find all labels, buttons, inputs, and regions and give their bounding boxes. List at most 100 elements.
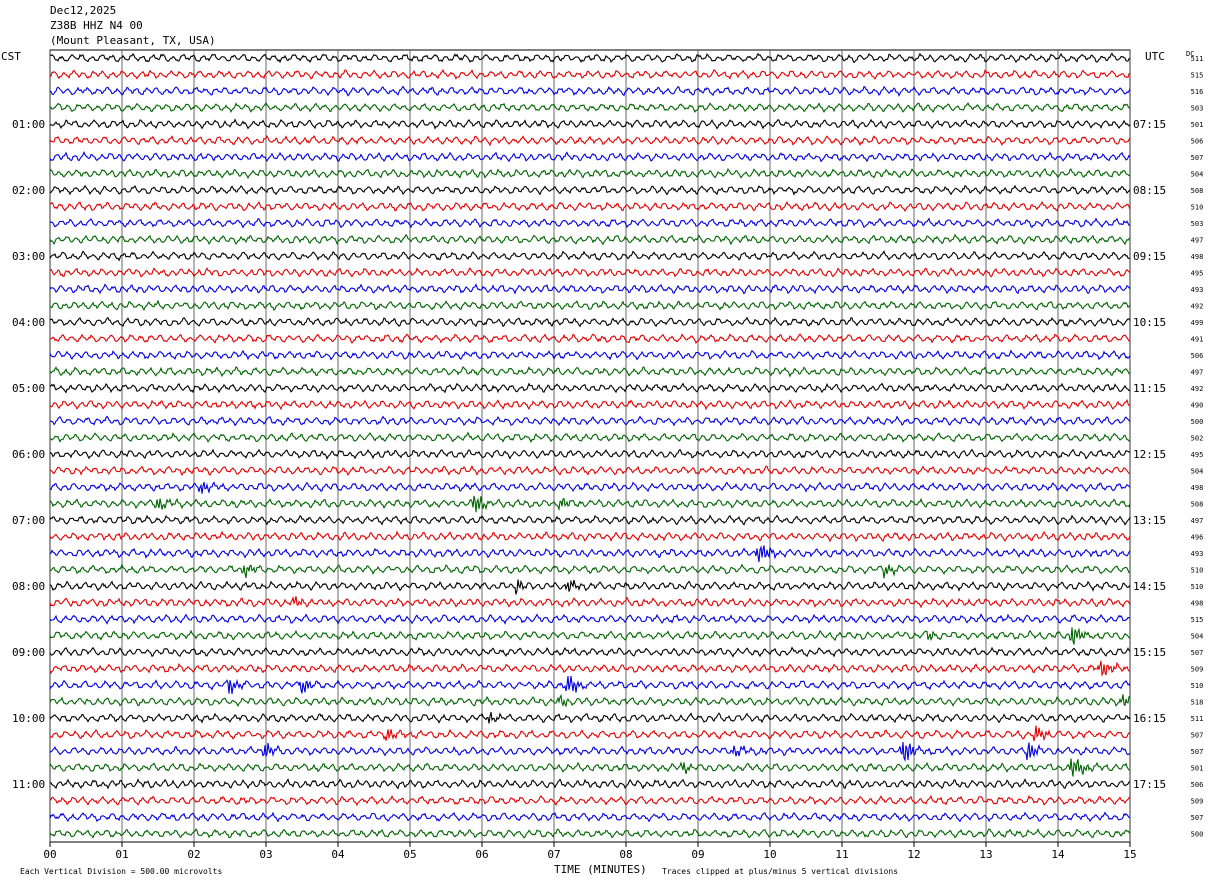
seismic-trace bbox=[49, 579, 1131, 595]
left-hour-label: 02:00 bbox=[12, 184, 45, 197]
right-hour-label: 15:15 bbox=[1133, 646, 1166, 659]
seismic-trace bbox=[49, 431, 1131, 444]
dc-label: DC bbox=[1186, 50, 1195, 58]
seismic-trace bbox=[49, 349, 1131, 361]
seismic-trace bbox=[49, 333, 1131, 345]
dc-offset-label: 507 bbox=[1191, 154, 1204, 162]
dc-offset-label: 510 bbox=[1191, 583, 1204, 591]
seismic-trace bbox=[49, 794, 1131, 807]
dc-offset-label: 501 bbox=[1191, 765, 1204, 773]
seismic-trace bbox=[49, 481, 1131, 495]
x-tick-label: 12 bbox=[907, 848, 920, 861]
seismic-trace bbox=[49, 741, 1131, 762]
dc-offset-label: 511 bbox=[1191, 715, 1204, 723]
station-label: Z38B HHZ N4 00 bbox=[50, 19, 143, 32]
right-hour-label: 10:15 bbox=[1133, 316, 1166, 329]
dc-offset-label: 491 bbox=[1191, 336, 1204, 344]
dc-offset-label: 498 bbox=[1191, 253, 1204, 261]
left-timezone-label: CST bbox=[1, 50, 21, 63]
seismic-trace bbox=[50, 52, 1131, 64]
seismic-trace bbox=[49, 217, 1131, 229]
left-hour-label: 11:00 bbox=[12, 778, 45, 791]
seismic-trace bbox=[49, 299, 1131, 312]
seismic-trace bbox=[49, 250, 1131, 262]
x-tick-label: 15 bbox=[1123, 848, 1136, 861]
dc-offset-label: 509 bbox=[1191, 666, 1204, 674]
x-tick-label: 08 bbox=[619, 848, 632, 861]
left-hour-label: 06:00 bbox=[12, 448, 45, 461]
seismic-trace bbox=[49, 448, 1131, 461]
dc-offset-label: 490 bbox=[1191, 402, 1204, 410]
seismic-trace bbox=[49, 595, 1131, 609]
dc-offset-label: 498 bbox=[1191, 600, 1204, 608]
x-tick-label: 00 bbox=[43, 848, 56, 861]
x-tick-label: 07 bbox=[547, 848, 560, 861]
seismic-trace bbox=[49, 811, 1131, 823]
seismic-trace bbox=[49, 85, 1131, 97]
dc-offset-label: 509 bbox=[1191, 798, 1204, 806]
seismic-trace bbox=[49, 200, 1131, 212]
plot-grid bbox=[49, 49, 1131, 847]
dc-offset-label: 511 bbox=[1191, 55, 1204, 63]
seismic-trace bbox=[49, 758, 1131, 777]
dc-offset-label: 506 bbox=[1191, 138, 1204, 146]
seismic-trace bbox=[49, 398, 1131, 411]
x-tick-label: 01 bbox=[115, 848, 128, 861]
seismic-trace bbox=[49, 101, 1131, 114]
left-hour-label: 09:00 bbox=[12, 646, 45, 659]
dc-offset-label: 504 bbox=[1191, 171, 1204, 179]
dc-offset-label: 510 bbox=[1191, 204, 1204, 212]
x-tick-label: 11 bbox=[835, 848, 848, 861]
seismic-trace bbox=[49, 514, 1131, 526]
seismic-trace bbox=[49, 465, 1131, 477]
dc-offset-label: 503 bbox=[1191, 220, 1204, 228]
seismic-trace bbox=[50, 118, 1131, 130]
dc-offset-label: 504 bbox=[1191, 468, 1204, 476]
seismic-trace bbox=[49, 151, 1131, 163]
dc-offset-label: 507 bbox=[1191, 732, 1204, 740]
location-label: (Mount Pleasant, TX, USA) bbox=[50, 34, 216, 47]
x-tick-label: 09 bbox=[691, 848, 704, 861]
right-hour-label: 07:15 bbox=[1133, 118, 1166, 131]
seismic-trace bbox=[49, 134, 1131, 147]
dc-offset-label: 492 bbox=[1191, 385, 1204, 393]
left-hour-label: 05:00 bbox=[12, 382, 45, 395]
x-tick-label: 10 bbox=[763, 848, 776, 861]
right-hour-label: 12:15 bbox=[1133, 448, 1166, 461]
seismic-trace bbox=[49, 415, 1131, 427]
right-hour-label: 11:15 bbox=[1133, 382, 1166, 395]
seismic-trace bbox=[49, 778, 1131, 790]
dc-offset-label: 495 bbox=[1191, 451, 1204, 459]
seismic-trace bbox=[49, 613, 1131, 625]
seismic-trace bbox=[49, 660, 1130, 677]
seismic-trace bbox=[49, 495, 1131, 513]
clip-note: Traces clipped at plus/minus 5 vertical … bbox=[662, 867, 899, 876]
seismic-trace bbox=[49, 675, 1131, 695]
dc-offset-label: 497 bbox=[1191, 237, 1204, 245]
dc-offset-label: 515 bbox=[1191, 616, 1204, 624]
left-hour-label: 03:00 bbox=[12, 250, 45, 263]
dc-offset-label: 496 bbox=[1191, 534, 1204, 542]
x-tick-label: 14 bbox=[1051, 848, 1065, 861]
seismic-trace bbox=[49, 366, 1131, 378]
dc-offset-label: 495 bbox=[1191, 270, 1204, 278]
seismic-trace bbox=[49, 627, 1131, 645]
dc-offset-label: 501 bbox=[1191, 121, 1204, 129]
right-hour-label: 09:15 bbox=[1133, 250, 1166, 263]
dc-offset-label: 518 bbox=[1191, 699, 1204, 707]
dc-offset-label: 504 bbox=[1191, 633, 1204, 641]
seismic-trace bbox=[49, 530, 1131, 543]
x-tick-label: 04 bbox=[331, 848, 345, 861]
x-axis-label: TIME (MINUTES) bbox=[554, 863, 647, 876]
x-tick-label: 05 bbox=[403, 848, 416, 861]
dc-offset-label: 508 bbox=[1191, 187, 1204, 195]
dc-offset-label: 498 bbox=[1191, 484, 1204, 492]
x-tick-label: 02 bbox=[187, 848, 200, 861]
seismic-trace bbox=[49, 168, 1131, 180]
dc-offset-label: 492 bbox=[1191, 303, 1204, 311]
seismic-trace bbox=[49, 283, 1131, 295]
x-tick-label: 06 bbox=[475, 848, 488, 861]
dc-offset-label: 515 bbox=[1191, 72, 1204, 80]
plot-frame bbox=[49, 49, 1131, 843]
